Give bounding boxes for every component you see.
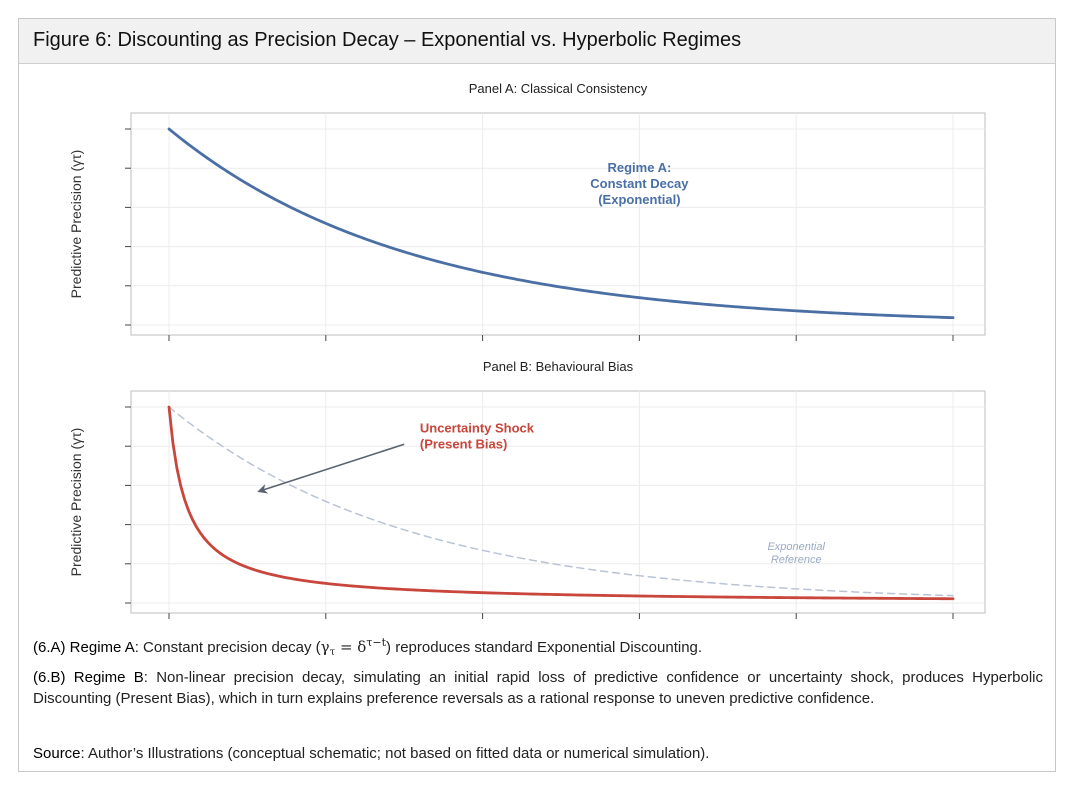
panel-border bbox=[130, 112, 986, 336]
caption-a-math-gamma: γ bbox=[320, 638, 330, 656]
caption-a-text-1: : Constant precision decay ( bbox=[134, 639, 321, 656]
caption-source: Source: Author’s Illustrations (conceptu… bbox=[33, 743, 1043, 764]
annotation-uncertainty-shock: Uncertainty Shock (Present Bias) bbox=[420, 420, 535, 451]
annotation-line: Constant Decay bbox=[590, 176, 689, 191]
y-axis-label: Predictive Precision (γτ) bbox=[68, 150, 84, 299]
y-axis-label: Predictive Precision (γτ) bbox=[68, 428, 84, 577]
caption-regime-b: (6.B) Regime B: Non-linear precision dec… bbox=[33, 667, 1043, 709]
annotation-line: (Present Bias) bbox=[420, 436, 507, 451]
series-line-exponential bbox=[167, 127, 955, 320]
caption-source-lead: Source bbox=[33, 745, 81, 762]
figure-charts: Panel A: Classical Consistency Predictive… bbox=[68, 81, 986, 619]
chart-panel-b: Panel B: Behavioural Bias Predictive Prec… bbox=[68, 359, 986, 619]
series-line-exponential-reference bbox=[168, 406, 954, 597]
figure-frame: Figure 6: Discounting as Precision Decay… bbox=[18, 18, 1056, 772]
annotation-arrow bbox=[257, 443, 405, 494]
annotation-line: Regime A: bbox=[607, 160, 671, 175]
annotation-line: Uncertainty Shock bbox=[420, 420, 535, 435]
caption-b-text: : Non-linear precision decay, simulating… bbox=[33, 669, 1043, 707]
annotation-line: Exponential bbox=[767, 541, 825, 553]
annotation-regime-a: Regime A: Constant Decay (Exponential) bbox=[590, 160, 689, 207]
annotation-line: Reference bbox=[771, 554, 822, 566]
annotation-line: (Exponential) bbox=[598, 192, 680, 207]
caption-a-text-2: ) reproduces standard Exponential Discou… bbox=[386, 639, 703, 656]
caption-b-lead: (6.B) Regime B bbox=[33, 669, 144, 686]
caption-regime-a: (6.A) Regime A: Constant precision decay… bbox=[33, 637, 1043, 658]
caption-a-lead: (6.A) Regime A bbox=[33, 639, 135, 656]
caption-a-math-eq: = δ bbox=[335, 638, 367, 656]
caption-source-text: : Author’s Illustrations (conceptual sch… bbox=[80, 745, 710, 762]
figure-title: Figure 6: Discounting as Precision Decay… bbox=[33, 29, 742, 51]
caption-a-math-sub: τ bbox=[329, 647, 336, 658]
series-line-hyperbolic bbox=[167, 405, 955, 601]
panel-border bbox=[130, 390, 986, 614]
panel-title: Panel A: Classical Consistency bbox=[469, 81, 648, 96]
caption-a-math-sup: τ−t bbox=[366, 636, 387, 649]
figure-header: Figure 6: Discounting as Precision Decay… bbox=[19, 19, 1055, 64]
annotation-exponential-reference: Exponential Reference bbox=[767, 541, 825, 566]
chart-panel-a: Panel A: Classical Consistency Predictive… bbox=[68, 81, 986, 341]
panel-title: Panel B: Behavioural Bias bbox=[483, 359, 634, 374]
